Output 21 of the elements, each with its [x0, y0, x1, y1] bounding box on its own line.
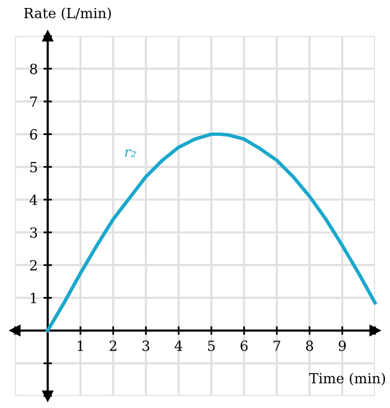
y-tick-label: 6	[30, 129, 38, 140]
y-tick-label: 4	[30, 194, 38, 205]
y-tick-label: 5	[30, 162, 37, 172]
x-tick-label: 8	[306, 340, 314, 352]
y-tick-label: 2	[30, 260, 37, 270]
x-tick-label: 6	[240, 340, 248, 352]
x-tick-label: 5	[208, 340, 215, 352]
y-tick-label: 1	[30, 292, 36, 304]
y-tick-label: 8	[30, 64, 38, 74]
x-axis-title: Time (min)	[309, 372, 385, 386]
y-tick-label: 3	[30, 227, 37, 238]
x-tick-label: 4	[174, 340, 182, 351]
x-tick-label: 7	[274, 340, 280, 351]
x-tick-label: 2	[110, 340, 116, 351]
x-tick-label: 9	[338, 340, 346, 352]
x-tick-label: 3	[142, 340, 150, 352]
line-series	[46, 132, 377, 332]
annotation: r₂	[125, 149, 136, 157]
x-tick-label: 1	[78, 340, 83, 351]
y-axis-title: Rate (L/min)	[24, 8, 111, 20]
y-tick-label: 7	[30, 96, 37, 107]
